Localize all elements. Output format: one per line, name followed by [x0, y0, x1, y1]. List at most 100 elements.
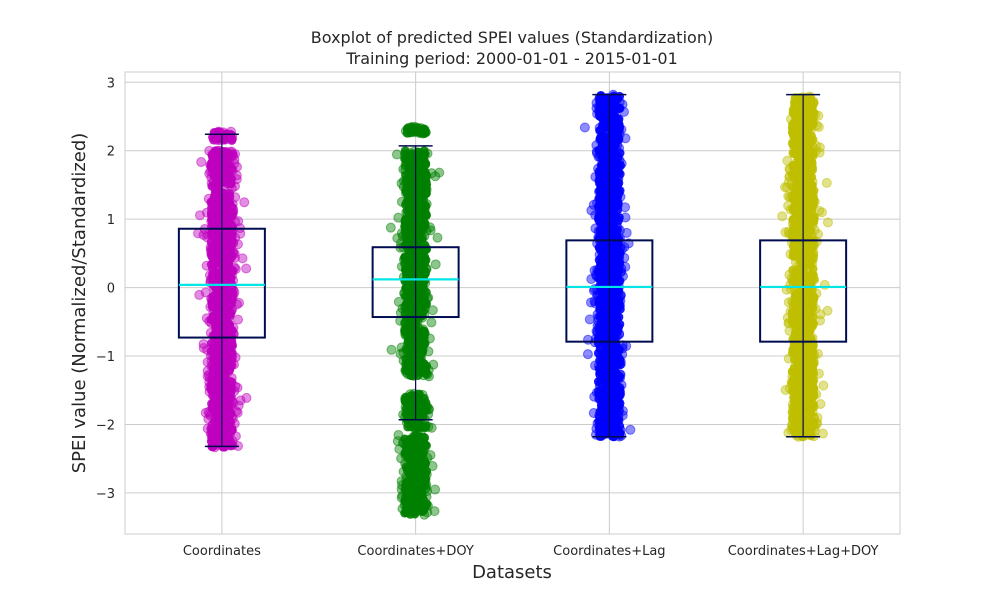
- data-point: [420, 423, 430, 433]
- data-point: [208, 434, 218, 444]
- data-point: [224, 422, 234, 432]
- data-point: [227, 135, 237, 145]
- data-point: [609, 117, 619, 127]
- data-point: [212, 314, 222, 324]
- data-point: [405, 509, 415, 519]
- data-point: [615, 319, 625, 329]
- data-point: [611, 367, 621, 377]
- data-point: [198, 339, 209, 350]
- data-point: [391, 149, 402, 160]
- data-point: [221, 235, 231, 245]
- y-tick-label: −1: [96, 350, 115, 365]
- data-point: [596, 259, 606, 269]
- data-point: [615, 148, 625, 158]
- data-point: [401, 404, 411, 414]
- data-point: [401, 200, 411, 210]
- x-tick-label: Coordinates+Lag+DOY: [728, 544, 879, 559]
- data-point: [402, 478, 412, 488]
- data-point: [225, 319, 235, 329]
- data-point: [220, 204, 230, 214]
- data-point: [603, 105, 613, 115]
- data-point: [807, 417, 817, 427]
- data-point: [419, 259, 429, 269]
- data-point: [789, 140, 799, 150]
- data-point: [419, 191, 429, 201]
- data-point: [405, 343, 415, 353]
- data-point: [808, 108, 818, 118]
- data-point: [194, 210, 205, 221]
- data-point: [793, 113, 803, 123]
- data-point: [794, 202, 804, 212]
- data-point: [210, 249, 220, 259]
- data-point: [214, 133, 224, 143]
- data-point: [409, 224, 419, 234]
- data-point: [401, 441, 411, 451]
- data-point: [222, 166, 232, 176]
- data-point: [227, 210, 237, 220]
- data-point: [614, 125, 624, 135]
- data-point: [808, 371, 818, 381]
- data-point: [400, 448, 410, 458]
- data-point: [216, 376, 226, 386]
- data-point: [615, 430, 625, 440]
- data-point: [596, 361, 606, 371]
- data-point: [609, 359, 619, 369]
- data-point: [792, 309, 802, 319]
- data-point: [401, 359, 411, 369]
- data-point: [402, 123, 412, 133]
- chart-title: Boxplot of predicted SPEI values (Standa…: [311, 28, 713, 47]
- data-point: [799, 191, 809, 201]
- data-point: [805, 402, 815, 412]
- data-point: [220, 404, 230, 414]
- data-point: [787, 128, 797, 138]
- data-point: [595, 390, 605, 400]
- data-point: [803, 249, 813, 259]
- data-point: [796, 147, 806, 157]
- data-point: [405, 416, 415, 426]
- data-point: [420, 338, 430, 348]
- data-point: [211, 177, 221, 187]
- data-point: [801, 325, 811, 335]
- data-point: [819, 279, 830, 290]
- data-point: [208, 403, 218, 413]
- data-point: [432, 232, 443, 243]
- data-point: [233, 314, 244, 325]
- data-point: [404, 335, 414, 345]
- data-point: [418, 407, 428, 417]
- data-point: [416, 244, 426, 254]
- data-point: [822, 305, 833, 316]
- data-point: [408, 458, 418, 468]
- data-point: [788, 160, 798, 170]
- data-point: [219, 366, 229, 376]
- data-point: [777, 211, 788, 222]
- data-point: [789, 251, 799, 261]
- data-point: [385, 222, 396, 233]
- data-point: [607, 296, 617, 306]
- data-point: [794, 419, 804, 429]
- data-point: [416, 266, 426, 276]
- data-point: [408, 391, 418, 401]
- y-axis-label: SPEI value (Normalized/Standardized): [69, 133, 90, 474]
- data-point: [401, 214, 411, 224]
- data-point: [404, 150, 414, 160]
- data-point: [802, 171, 812, 181]
- data-point: [614, 401, 624, 411]
- data-point: [412, 160, 422, 170]
- data-point: [226, 246, 236, 256]
- data-point: [584, 314, 595, 325]
- data-point: [595, 417, 605, 427]
- data-point: [790, 298, 800, 308]
- data-point: [804, 428, 814, 438]
- data-point: [226, 220, 236, 230]
- data-point: [400, 485, 410, 495]
- data-point: [407, 435, 417, 445]
- data-point: [808, 363, 818, 373]
- data-point: [597, 141, 607, 151]
- data-point: [621, 227, 632, 238]
- data-point: [225, 348, 235, 358]
- data-point: [241, 392, 252, 403]
- x-tick-label: Coordinates: [183, 544, 261, 559]
- data-point: [211, 386, 221, 396]
